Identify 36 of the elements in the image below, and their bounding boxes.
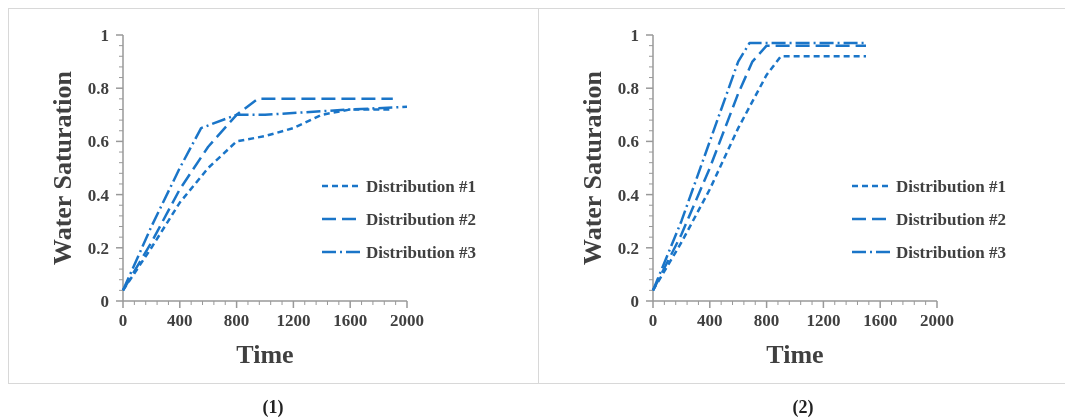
y-axis-title: Water Saturation: [578, 70, 607, 265]
legend-label: Distribution #2: [896, 210, 1007, 229]
legend-label: Distribution #3: [366, 243, 477, 262]
y-tick-label: 0.4: [617, 185, 640, 205]
legend-label: Distribution #2: [366, 210, 477, 229]
x-tick-label: 800: [223, 311, 250, 330]
x-tick-label: 1600: [863, 311, 898, 330]
y-tick-label: 0.8: [617, 79, 639, 99]
legend-label: Distribution #3: [896, 243, 1007, 262]
text: (1): [262, 397, 284, 418]
x-tick-label: 400: [697, 311, 723, 330]
x-axis-title: Time: [236, 340, 294, 369]
y-tick-label: 0.2: [87, 238, 109, 258]
y-tick-label: 0.2: [617, 238, 639, 258]
legend-label: Distribution #1: [896, 177, 1007, 196]
x-tick-label: 1200: [806, 311, 841, 330]
y-tick-label: 0.8: [87, 79, 109, 99]
x-tick-label: 0: [648, 311, 658, 330]
y-tick-label: 0.6: [87, 132, 109, 152]
x-tick-label: 2000: [920, 311, 954, 330]
x-tick-label: 1600: [333, 311, 368, 330]
legend-label: Distribution #1: [366, 177, 477, 196]
y-tick-label: 0: [100, 292, 109, 311]
x-tick-label: 400: [167, 311, 193, 330]
x-tick-label: 0: [118, 311, 128, 330]
y-tick-label: 1: [630, 26, 639, 45]
y-tick-label: 0: [630, 292, 639, 311]
y-tick-label: 1: [100, 26, 109, 45]
y-tick-label: 0.4: [87, 185, 110, 205]
x-tick-label: 2000: [390, 311, 424, 330]
text: (2): [792, 397, 814, 418]
x-tick-label: 1200: [276, 311, 311, 330]
y-axis-title: Water Saturation: [48, 70, 77, 265]
x-axis-title: Time: [766, 340, 824, 369]
y-tick-label: 0.6: [617, 132, 639, 152]
x-tick-label: 800: [753, 311, 780, 330]
